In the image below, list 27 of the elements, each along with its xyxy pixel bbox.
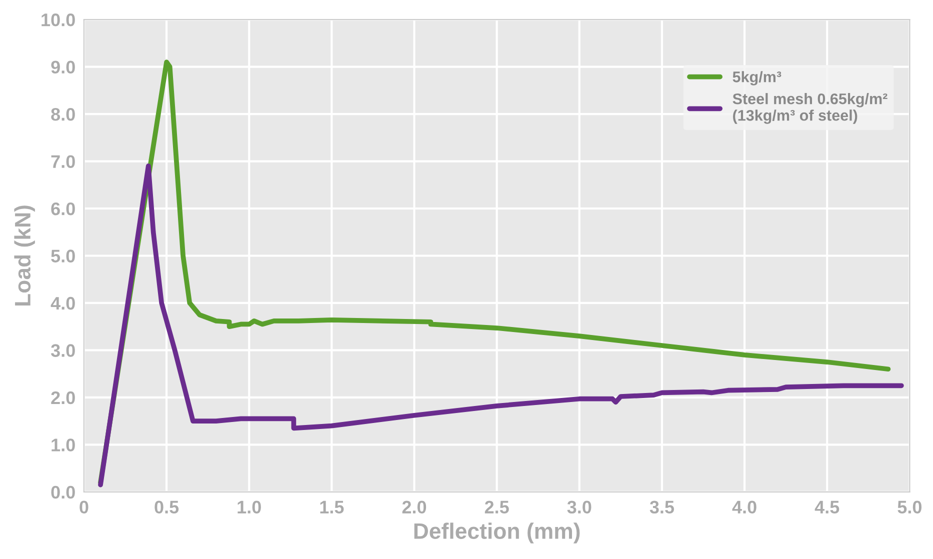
y-tick-label: 4.0	[50, 296, 75, 310]
y-tick-label: 7.0	[51, 155, 75, 168]
y-tick-label: 5.0	[51, 250, 75, 262]
line-series	[98, 164, 904, 488]
y-tick-label: 6.0	[51, 202, 75, 216]
x-tick-label: 4.5	[814, 500, 840, 514]
x-axis-title: Deflection (mm)	[414, 522, 580, 544]
y-axis-title: Load (kN)	[14, 206, 35, 306]
legend-label: Steel mesh 0.65kg/m² (13kg/m³ of steel)	[732, 93, 888, 124]
y-tick-label: 8.0	[51, 108, 75, 121]
x-tick-label: 3.5	[650, 500, 674, 514]
x-tick-label: 3.0	[567, 500, 592, 514]
y-tick-label: 9.0	[51, 60, 75, 74]
y-tick-label: 0.0	[51, 486, 75, 499]
x-tick-label: 0	[80, 500, 88, 514]
x-tick-label: 1.5	[320, 500, 344, 514]
y-tick-label: 10.0	[42, 14, 75, 26]
x-tick-label: 2.5	[484, 500, 509, 514]
x-tick-label: 1.0	[238, 500, 261, 514]
x-tick-label: 4.0	[732, 500, 756, 514]
y-tick-label: 3.0	[50, 344, 75, 357]
x-tick-label: 0.5	[154, 500, 179, 514]
x-tick-label: 2.0	[402, 500, 426, 514]
x-tick-label: 5.0	[898, 500, 922, 514]
y-tick-label: 1.0	[52, 438, 75, 452]
legend-label: 5kg/m³	[732, 71, 782, 86]
y-tick-label: 2.0	[51, 391, 75, 404]
